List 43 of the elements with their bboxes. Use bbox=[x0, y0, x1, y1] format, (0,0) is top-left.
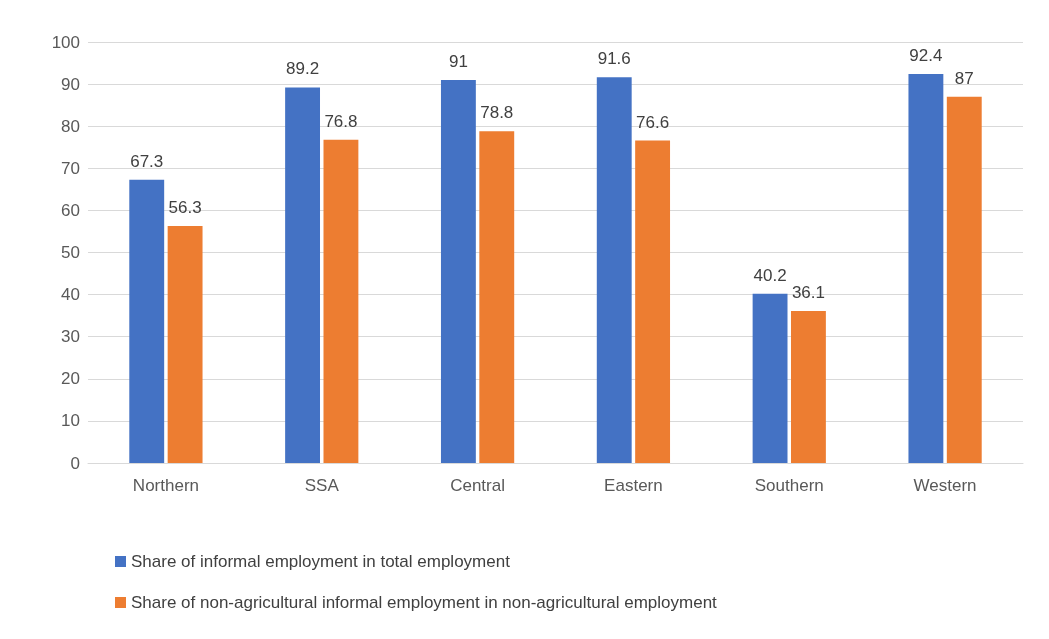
data-label: 76.6 bbox=[636, 112, 670, 132]
bar bbox=[479, 131, 515, 463]
legend-label: Share of informal employment in total employment bbox=[131, 552, 511, 571]
data-label: 89.2 bbox=[286, 59, 320, 79]
y-tick-label: 60 bbox=[61, 200, 80, 220]
y-tick-label: 70 bbox=[61, 158, 80, 178]
data-label: 76.8 bbox=[324, 111, 358, 131]
bar bbox=[129, 179, 165, 463]
y-tick-label: 0 bbox=[70, 453, 80, 473]
y-tick-label: 100 bbox=[51, 32, 80, 52]
x-tick-label: Central bbox=[450, 476, 505, 495]
y-tick-label: 90 bbox=[61, 74, 80, 94]
data-label: 36.1 bbox=[791, 283, 825, 303]
bar bbox=[596, 77, 632, 463]
y-tick-label: 40 bbox=[61, 285, 80, 305]
data-label: 56.3 bbox=[168, 197, 202, 217]
data-label: 67.3 bbox=[130, 151, 164, 171]
x-tick-label: Northern bbox=[132, 476, 199, 495]
x-tick-label: SSA bbox=[304, 476, 340, 495]
bar bbox=[790, 311, 826, 463]
bar bbox=[440, 79, 476, 463]
x-tick-label: Western bbox=[913, 476, 977, 495]
x-tick-label: Eastern bbox=[604, 476, 663, 495]
y-tick-label: 30 bbox=[61, 327, 80, 347]
y-tick-label: 80 bbox=[61, 116, 80, 136]
bar bbox=[285, 87, 321, 463]
bar bbox=[635, 140, 671, 463]
legend-label: Share of non-agricultural informal employment in non-agricultural employment bbox=[131, 593, 718, 612]
data-label: 91.6 bbox=[597, 49, 631, 69]
data-label: 78.8 bbox=[480, 103, 514, 123]
bar bbox=[752, 293, 788, 463]
bar bbox=[167, 225, 203, 463]
bar bbox=[323, 139, 359, 463]
data-label: 91 bbox=[448, 51, 468, 71]
data-label: 40.2 bbox=[753, 265, 787, 285]
y-tick-label: 20 bbox=[61, 369, 80, 389]
data-label: 87 bbox=[954, 68, 974, 88]
y-tick-label: 50 bbox=[61, 243, 80, 262]
x-tick-label: Southern bbox=[754, 476, 824, 495]
y-tick-label: 10 bbox=[61, 411, 80, 431]
data-label: 92.4 bbox=[909, 46, 943, 65]
bar bbox=[946, 96, 982, 463]
bar bbox=[908, 74, 944, 463]
